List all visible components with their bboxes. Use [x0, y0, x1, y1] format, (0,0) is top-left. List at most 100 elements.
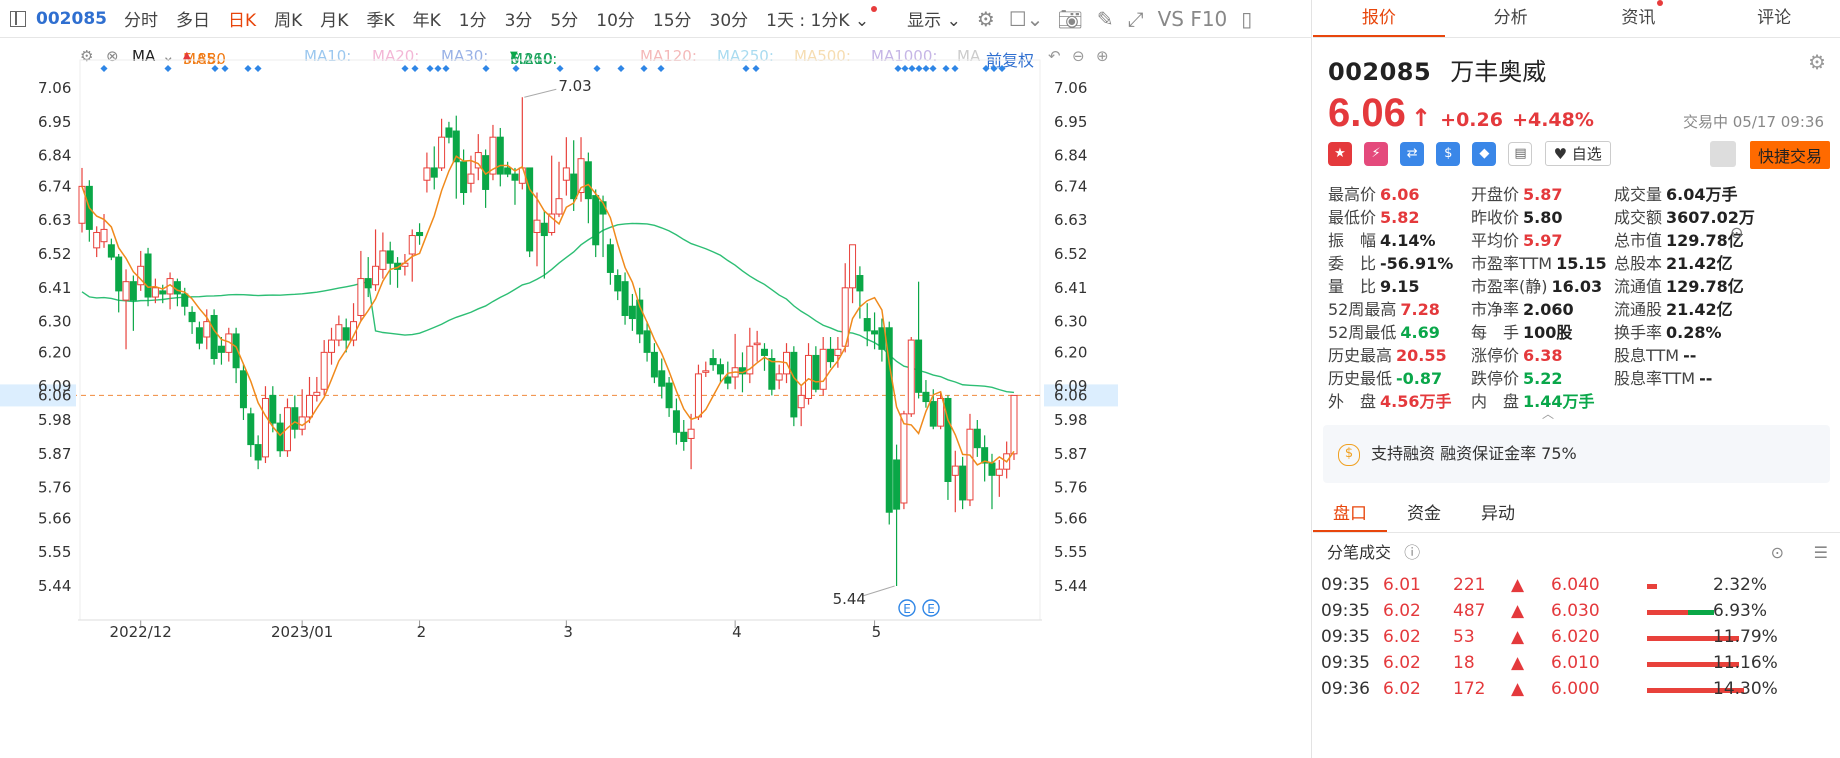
candle-body — [144, 253, 152, 298]
stat-value: 4.14% — [1380, 231, 1436, 250]
period-select[interactable]: 1天 : 1分K ⌄ — [757, 6, 886, 31]
y-tick-right: 5.87 — [1054, 445, 1087, 463]
quick-trade-button[interactable]: 快捷交易 — [1749, 141, 1830, 169]
candle-body — [577, 158, 585, 194]
add-watchlist-button[interactable]: ♥ 自选 — [1544, 141, 1611, 166]
square-select-icon[interactable]: ☐⌄ — [1008, 6, 1044, 31]
price-change-pct: +4.48% — [1512, 109, 1594, 131]
zoom-in-icon[interactable]: ⊕ — [1096, 47, 1109, 65]
sidebar-toggle-icon[interactable] — [10, 10, 26, 27]
chart-grid — [0, 59, 1118, 628]
event-diamond — [922, 64, 930, 73]
period-tab[interactable]: 日K — [227, 11, 257, 31]
stat-label: 昨收价 — [1471, 208, 1520, 227]
candle-body — [606, 244, 614, 273]
event-e-label: E — [927, 602, 935, 616]
panel-tabs: 盘口 资金 异动 — [1313, 497, 1840, 533]
x-tick-label: 5 — [872, 623, 882, 641]
tag-icon[interactable]: ◆ — [1472, 141, 1497, 166]
undo-icon[interactable]: ↶ — [1048, 47, 1061, 65]
tab-analysis[interactable]: 分析 — [1493, 8, 1528, 28]
tick-pct: 11.16% — [1713, 653, 1778, 673]
shuffle-icon[interactable]: ⇄ — [1400, 141, 1425, 166]
doc-icon[interactable]: ▤ — [1508, 141, 1533, 166]
candle-body — [261, 397, 269, 458]
y-tick-left: 6.74 — [38, 177, 71, 195]
candle-body — [1010, 394, 1018, 455]
candle-body — [915, 339, 923, 393]
period-tab[interactable]: 月K — [320, 11, 349, 31]
period-tab[interactable]: 年K — [412, 11, 441, 31]
period-tab[interactable]: 分时 — [123, 11, 158, 31]
stat-value: 3607.02万 — [1666, 208, 1755, 227]
stat-label: 开盘价 — [1471, 185, 1520, 204]
y-tick-left: 5.66 — [38, 509, 71, 527]
tick-row: 09:35 6.02 53 ▲ 6.020 11.79% — [1313, 625, 1840, 651]
tab-movement[interactable]: 异动 — [1481, 504, 1515, 524]
more-icon[interactable]: ⊙ — [1770, 543, 1784, 562]
period-tab[interactable]: 15分 — [652, 11, 692, 31]
more-icon[interactable]: ⊙ — [1730, 223, 1744, 242]
period-tab[interactable]: 1分 — [458, 11, 487, 31]
display-menu[interactable]: 显示 ⌄ — [898, 6, 970, 31]
zoom-out-icon[interactable]: ⊖ — [1072, 47, 1085, 65]
camera-icon[interactable]: 📷︎ — [1057, 6, 1083, 31]
settings-icon[interactable]: ⚙ — [1808, 50, 1826, 74]
lightning-icon[interactable]: ⚡ — [1364, 141, 1389, 166]
candle-body — [760, 348, 768, 356]
up-arrow-icon: ▲ — [1511, 653, 1525, 673]
tab-comments[interactable]: 评论 — [1757, 8, 1792, 28]
event-e-label: E — [903, 602, 911, 616]
tab-news[interactable]: 资讯 — [1577, 0, 1709, 37]
period-tab[interactable]: 30分 — [709, 11, 749, 31]
candle-body — [548, 213, 556, 233]
list-icon[interactable]: ☰ — [1813, 543, 1828, 562]
expand-chevron-icon[interactable]: ︿ — [1542, 407, 1555, 421]
candle-body — [592, 195, 600, 246]
candle-body — [672, 410, 680, 433]
info-icon[interactable]: ⓘ — [1404, 543, 1421, 562]
tick-price: 6.01 — [1383, 575, 1421, 595]
tab-pankou[interactable]: 盘口 — [1313, 497, 1387, 532]
tick-price: 6.02 — [1383, 679, 1421, 699]
candles — [78, 97, 1018, 586]
period-tab[interactable]: 5分 — [550, 11, 579, 31]
tab-quote[interactable]: 报价 — [1313, 0, 1445, 37]
stock-code-label[interactable]: 002085 — [36, 8, 107, 29]
candle-body — [724, 376, 732, 384]
stat-row: 股息率TTM -- — [1614, 365, 1755, 388]
period-tab[interactable]: 多日 — [175, 11, 210, 31]
panel-icon[interactable]: ▯ — [1241, 6, 1253, 31]
period-tab[interactable]: 10分 — [596, 11, 635, 31]
china-flag-icon[interactable]: ★ — [1328, 141, 1352, 166]
tick-bar — [1647, 636, 1739, 641]
stat-label: 流通值 — [1614, 277, 1663, 296]
stat-label: 成交额 — [1614, 208, 1663, 227]
candle-body — [937, 397, 945, 427]
dollar-icon[interactable]: $ — [1436, 141, 1461, 166]
fullscreen-icon[interactable]: ⤢ — [1127, 6, 1144, 31]
y-tick-right: 6.63 — [1054, 211, 1087, 229]
stat-value: 5.87 — [1523, 185, 1563, 204]
period-tab[interactable]: 周K — [274, 11, 303, 31]
stat-label: 股息TTM — [1614, 346, 1680, 365]
stat-row: 每 手 100股 — [1471, 319, 1607, 342]
candle-body — [988, 462, 996, 476]
news-dot — [1657, 0, 1664, 6]
stat-value: 6.04万手 — [1666, 185, 1738, 204]
stat-value: 4.69 — [1400, 323, 1440, 342]
bell-icon[interactable] — [1710, 141, 1736, 167]
tab-funds[interactable]: 资金 — [1407, 504, 1441, 524]
candle-body — [959, 465, 967, 501]
candle-body — [328, 339, 336, 353]
period-tab[interactable]: 3分 — [504, 11, 533, 31]
settings-icon[interactable]: ⚙ — [976, 6, 995, 31]
candle-body — [489, 136, 497, 175]
vs-f10-label[interactable]: VS F10 — [1157, 6, 1228, 31]
y-tick-left: 6.84 — [38, 147, 71, 165]
candle-body — [643, 330, 651, 353]
period-tab[interactable]: 季K — [366, 11, 395, 31]
event-e-icon — [898, 599, 916, 617]
candlestick-chart[interactable]: 7.06 7.06 6.95 6.95 6.84 6.84 6.74 6.74 6.63 6.63… — [0, 0, 1312, 758]
pen-icon[interactable]: ✎ — [1096, 6, 1114, 31]
